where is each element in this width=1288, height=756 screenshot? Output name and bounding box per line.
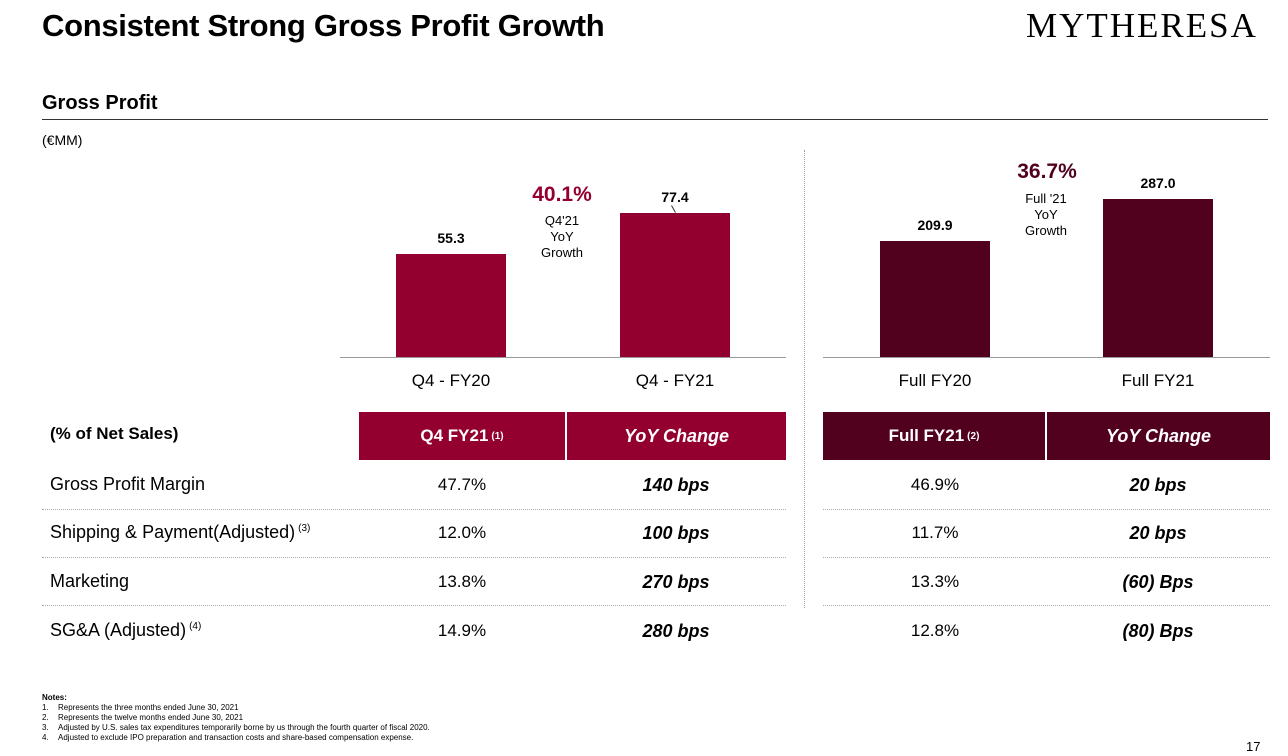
row-footnote: (4) [189,621,202,632]
row-label-text: Marketing [50,571,130,591]
note-text: Adjusted to exclude IPO preparation and … [58,733,414,742]
row-label-text: Shipping & Payment(Adjusted) [50,522,296,542]
bar-full-fy21 [1103,199,1213,357]
cell-full: 11.7% [911,523,959,542]
chart-divider [804,150,805,608]
bar-q4-fy21 [620,213,730,357]
cell-full: 46.9% [910,475,960,494]
unit-label: (€MM) [42,132,83,148]
row-label: Shipping & Payment(Adjusted) (3) [50,522,310,543]
cell-full-change: (60) Bps [1122,572,1194,592]
page-title: Consistent Strong Gross Profit Growth [42,8,605,43]
cell-q4-change: 270 bps [642,572,710,592]
table-header-full-yoy: YoY Change [1047,412,1270,460]
row-footnote: (3) [298,523,311,534]
growth-label-full: Full '21 YoY Growth [1001,191,1091,239]
growth-label-line: Growth [541,245,583,260]
growth-label-line: Q4'21 [544,213,580,228]
cell-full: 12.8% [910,621,960,640]
row-label: Gross Profit Margin [50,474,208,495]
full-chart-baseline [823,357,1270,358]
header-footnote: (1) [491,430,504,442]
section-title: Gross Profit [42,92,158,114]
note-number: 3. [42,723,49,732]
bar-value-q4-fy21: 77.4 [661,189,689,205]
header-text: YoY Change [623,425,730,446]
header-footnote: (2) [967,430,980,442]
note-text: Adjusted by U.S. sales tax expenditures … [58,723,430,732]
table-header-q4-fy21: Q4 FY21 (1) [359,412,565,460]
cell-q4-change: 100 bps [642,523,710,543]
bar-full-fy20 [880,241,990,357]
row-divider [823,557,1270,558]
header-text: YoY Change [1105,425,1212,446]
growth-label-line: Full '21 [1025,191,1067,206]
value-leader-line [671,205,676,213]
row-divider [42,605,786,606]
note-item: 3. Adjusted by U.S. sales tax expenditure… [42,723,430,733]
category-label-q4-fy20: Q4 - FY20 [411,371,491,390]
notes-title: Notes: [42,693,67,702]
notes-list: 1. Represents the three months ended June… [42,703,430,743]
cell-full-change: 20 bps [1129,523,1187,543]
header-text: Q4 FY21 [420,426,489,445]
section-rule [42,119,1268,120]
brand-logo: MYTHERESA [1026,6,1258,45]
q4-chart-baseline [340,357,786,358]
cell-full-change: 20 bps [1129,475,1187,495]
bar-q4-fy20 [396,254,506,357]
note-item: 1. Represents the three months ended June… [42,703,430,713]
growth-label-line: Growth [1025,223,1067,238]
table-header-q4-yoy: YoY Change [567,412,786,460]
bar-value-full-fy20: 209.9 [917,217,953,233]
category-label-full-fy20: Full FY20 [898,371,972,390]
table-label: (% of Net Sales) [50,424,179,443]
page-number: 17 [1246,739,1261,754]
bar-value-q4-fy20: 55.3 [437,230,465,246]
row-divider [823,605,1270,606]
row-label-text: Gross Profit Margin [50,474,206,494]
note-item: 2. Represents the twelve months ended Jun… [42,713,430,723]
note-item: 4. Adjusted to exclude IPO preparation an… [42,733,430,743]
growth-value-full: 36.7% [1017,160,1077,183]
cell-q4: 13.8% [437,572,487,591]
row-label: Marketing [50,571,132,592]
note-number: 1. [42,703,49,712]
cell-q4-change: 280 bps [642,621,710,641]
note-text: Represents the twelve months ended June … [58,713,244,722]
growth-label-line: YoY [1034,207,1058,222]
table-header-full-fy21: Full FY21 (2) [823,412,1045,460]
row-divider [823,509,1270,510]
growth-label-line: YoY [550,229,574,244]
header-text: Full FY21 [888,426,965,445]
cell-q4: 14.9% [437,621,487,640]
category-label-q4-fy21: Q4 - FY21 [635,371,715,390]
row-divider [42,509,786,510]
growth-value-q4: 40.1% [532,183,592,206]
note-number: 2. [42,713,49,722]
growth-label-q4: Q4'21 YoY Growth [517,213,607,261]
note-number: 4. [42,733,49,742]
cell-full-change: (80) Bps [1122,621,1194,641]
bar-value-full-fy21: 287.0 [1140,175,1176,191]
row-label: SG&A (Adjusted) (4) [50,620,201,641]
cell-q4: 12.0% [437,523,487,542]
row-label-text: SG&A (Adjusted) [50,620,187,640]
cell-q4: 47.7% [437,475,487,494]
cell-full: 13.3% [910,572,960,591]
cell-q4-change: 140 bps [642,475,710,495]
category-label-full-fy21: Full FY21 [1121,371,1195,390]
row-divider [42,557,786,558]
note-text: Represents the three months ended June 3… [58,703,239,712]
